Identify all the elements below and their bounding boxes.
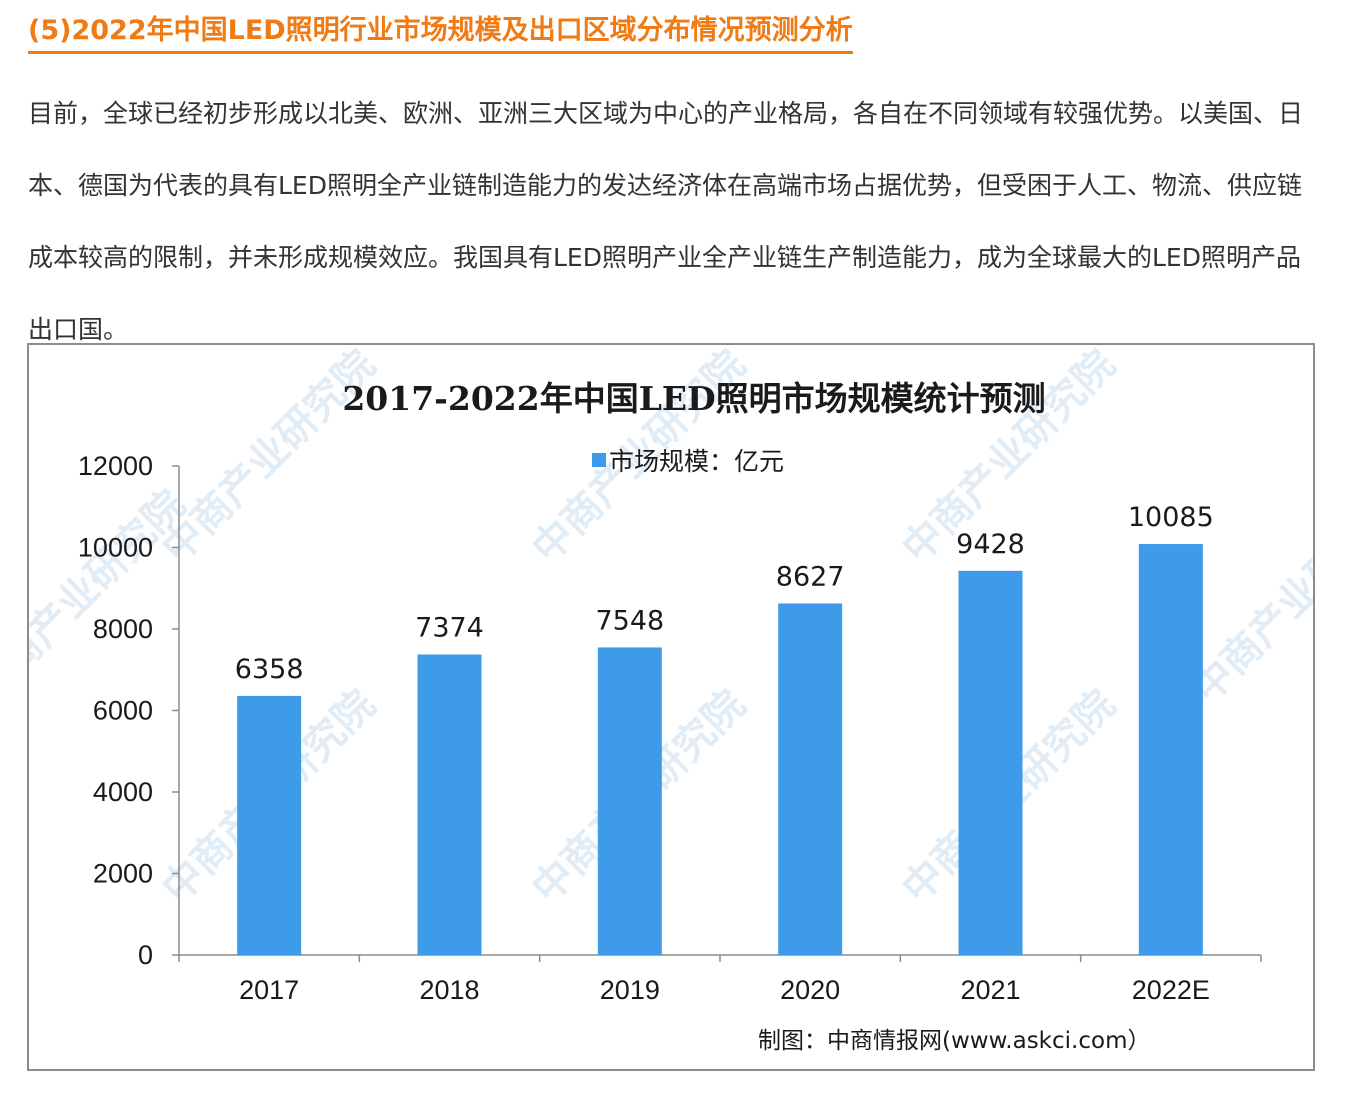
legend: 市场规模：亿元: [592, 447, 784, 476]
y-tick-label: 0: [138, 940, 153, 970]
data-label: 7374: [415, 613, 484, 644]
x-tick-label: 2022E: [1132, 975, 1210, 1005]
bar-2017: [237, 695, 302, 955]
intro-paragraph: 目前，全球已经初步形成以北美、欧洲、亚洲三大区域为中心的产业格局，各自在不同领域…: [28, 99, 1304, 344]
legend-swatch: [592, 453, 606, 467]
x-tick-label: 2018: [419, 975, 479, 1005]
chart-title: 2017-2022年中国LED照明市场规模统计预测: [342, 379, 1045, 418]
y-tick-label: 6000: [93, 696, 153, 726]
watermark-text: 中商产业研究院: [29, 482, 194, 713]
bar-chart: 中商产业研究院中商产业研究院中商产业研究院中商产业研究院中商产业研究院中商产业研…: [29, 345, 1313, 1054]
bars: 6358 7374 7548 8627 9428 10085: [235, 502, 1214, 955]
bar-2018: [417, 654, 482, 955]
section-heading: (5)2022年中国LED照明行业市场规模及出口区域分布情况预测分析: [28, 14, 853, 54]
data-label: 10085: [1128, 502, 1214, 533]
y-tick-label: 4000: [93, 777, 153, 807]
x-tick-label: 2017: [239, 975, 299, 1005]
legend-label: 市场规模：亿元: [609, 447, 784, 476]
bar-2021: [958, 570, 1023, 955]
watermark-layer: 中商产业研究院中商产业研究院中商产业研究院中商产业研究院中商产业研究院中商产业研…: [29, 345, 1313, 912]
bar-2019: [597, 647, 662, 955]
bar-2020: [778, 603, 843, 955]
data-label: 8627: [776, 561, 845, 592]
data-label: 6358: [235, 654, 304, 685]
x-tick-label: 2021: [960, 975, 1020, 1005]
chart-frame: 中商产业研究院中商产业研究院中商产业研究院中商产业研究院中商产业研究院中商产业研…: [27, 343, 1315, 1071]
bar-2022E: [1138, 544, 1203, 955]
axes: 0 2000 4000 6000 8000 10000 12000 2017 2018 2019 2…: [78, 451, 1262, 1005]
y-tick-label: 10000: [78, 533, 153, 563]
chart-source-credit: 制图：中商情报网(www.askci.com）: [758, 1028, 1150, 1054]
x-tick-label: 2019: [600, 975, 660, 1005]
y-tick-label: 8000: [93, 614, 153, 644]
data-label: 7548: [595, 605, 664, 636]
x-tick-label: 2020: [780, 975, 840, 1005]
data-label: 9428: [956, 529, 1025, 560]
y-tick-label: 2000: [93, 859, 153, 889]
y-tick-label: 12000: [78, 451, 153, 481]
